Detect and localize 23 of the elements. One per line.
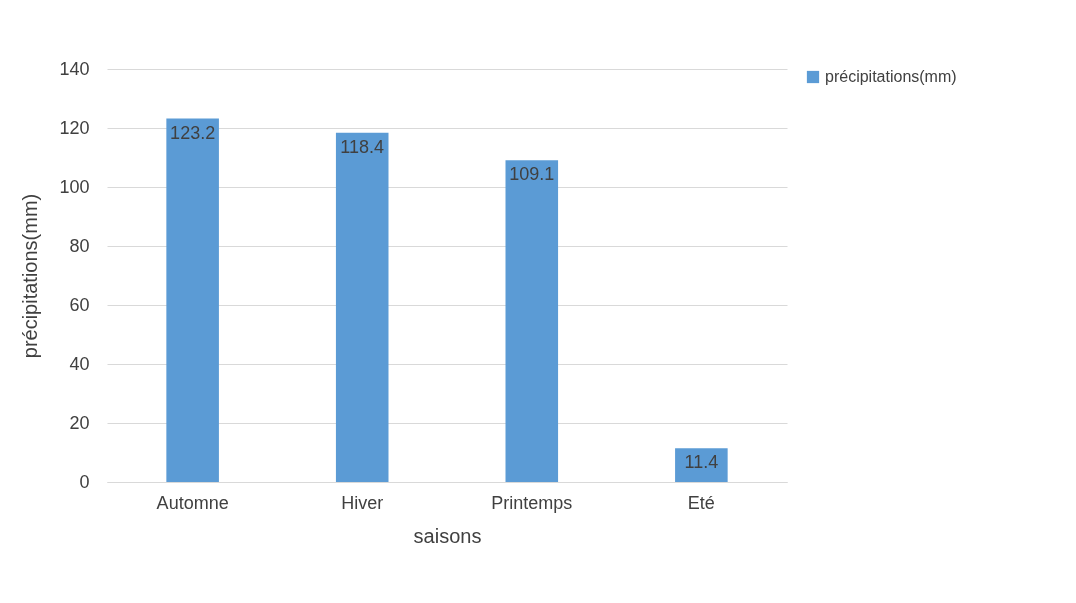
y-tick-label: 140 bbox=[59, 58, 90, 79]
bar bbox=[505, 160, 559, 482]
bar bbox=[335, 132, 389, 482]
y-tick-label: 120 bbox=[59, 117, 90, 138]
x-axis-title: saisons bbox=[413, 524, 482, 547]
bar bbox=[166, 118, 219, 482]
data-label: 118.4 bbox=[340, 136, 385, 157]
y-tick-label: 40 bbox=[69, 353, 90, 374]
bar bbox=[675, 448, 728, 482]
legend-label: précipitations(mm) bbox=[825, 68, 957, 85]
data-label: 11.4 bbox=[684, 452, 719, 473]
y-axis-title: précipitations(mm) bbox=[19, 193, 42, 359]
data-label: 109.1 bbox=[509, 164, 555, 185]
x-tick-label: Eté bbox=[687, 492, 715, 513]
x-tick-label: Automne bbox=[156, 492, 229, 513]
y-tick-label: 0 bbox=[79, 471, 90, 492]
y-tick-label: 100 bbox=[59, 176, 90, 197]
y-tick-label: 80 bbox=[69, 235, 90, 256]
y-tick-label: 20 bbox=[69, 412, 90, 433]
x-tick-label: Printemps bbox=[491, 492, 573, 513]
y-tick-label: 60 bbox=[69, 294, 90, 315]
data-label: 123.2 bbox=[170, 122, 216, 143]
x-tick-label: Hiver bbox=[341, 492, 384, 513]
